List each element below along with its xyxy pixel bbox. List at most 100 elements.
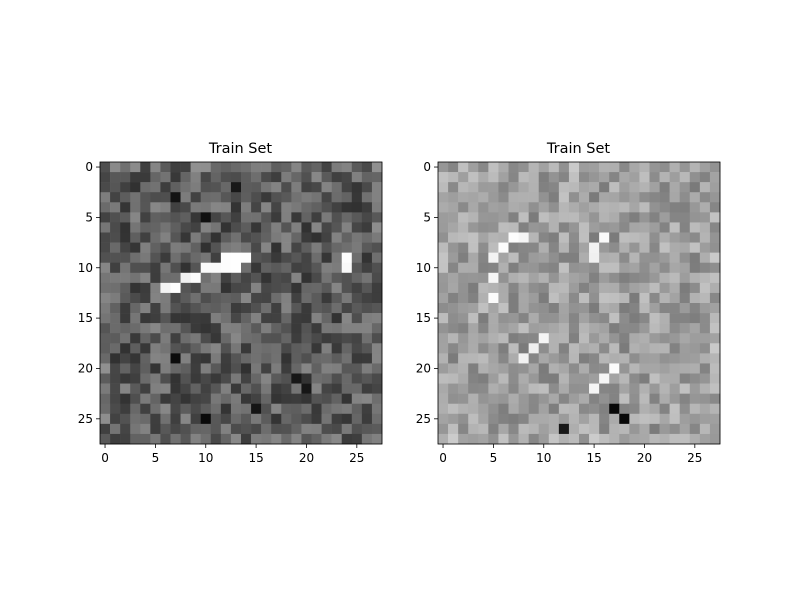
heatmap-cell	[468, 202, 479, 213]
heatmap-cell	[478, 303, 489, 314]
heatmap-cell	[699, 262, 711, 274]
heatmap-cell	[160, 262, 171, 274]
heatmap-cell	[321, 333, 332, 344]
heatmap-cell	[458, 333, 469, 344]
heatmap-cell	[311, 403, 322, 415]
heatmap-cell	[609, 393, 620, 405]
heatmap-cell	[568, 343, 580, 354]
heatmap-cell	[130, 423, 141, 435]
heatmap-cell	[568, 222, 580, 233]
heatmap-cell	[241, 383, 252, 394]
heatmap-cell	[100, 222, 111, 233]
heatmap-cell	[669, 363, 681, 374]
chart-title: Train Set	[208, 141, 273, 157]
heatmap-cell	[120, 222, 131, 233]
heatmap-cell	[619, 192, 630, 203]
heatmap-cell	[261, 252, 272, 264]
heatmap-cell	[301, 403, 312, 415]
heatmap-cell	[140, 363, 151, 374]
heatmap-cell	[468, 393, 479, 405]
heatmap-cell	[548, 383, 560, 394]
heatmap-cell	[120, 272, 131, 284]
heatmap-cell	[568, 323, 580, 334]
heatmap-cell	[468, 222, 479, 233]
heatmap-cell	[170, 212, 181, 223]
heatmap-cell	[488, 162, 499, 173]
heatmap-cell	[371, 433, 383, 445]
heatmap-cell	[629, 393, 640, 405]
heatmap-cell	[518, 373, 529, 384]
heatmap-cell	[361, 303, 373, 314]
heatmap-cell	[130, 303, 141, 314]
heatmap-cell	[140, 433, 151, 445]
heatmap-cell	[140, 222, 151, 233]
heatmap-cell	[709, 393, 721, 405]
heatmap-cell	[140, 182, 151, 193]
heatmap-cell	[478, 393, 489, 405]
heatmap-cell	[689, 272, 701, 284]
heatmap-cell	[448, 272, 459, 284]
heatmap-cell	[548, 222, 560, 233]
heatmap-cell	[120, 212, 131, 223]
heatmap-cell	[200, 403, 212, 415]
heatmap-cell	[679, 162, 691, 173]
heatmap-cell	[709, 232, 721, 243]
heatmap-cell	[538, 212, 550, 223]
heatmap-cell	[251, 433, 262, 445]
heatmap-cell	[639, 282, 650, 294]
heatmap-cell	[361, 403, 373, 415]
heatmap-cell	[321, 373, 332, 384]
heatmap-cell	[448, 303, 459, 314]
heatmap-cell	[180, 172, 191, 183]
heatmap-cell	[281, 162, 292, 173]
heatmap-cell	[669, 232, 681, 243]
heatmap-cell	[619, 292, 630, 304]
heatmap-cell	[271, 162, 282, 173]
heatmap-cell	[589, 323, 600, 334]
heatmap-cell	[331, 353, 343, 364]
heatmap-cell	[528, 433, 540, 445]
heatmap-cell	[281, 333, 292, 344]
heatmap-cell	[498, 222, 509, 233]
heatmap-cell	[210, 433, 222, 445]
heatmap-cell	[120, 343, 131, 354]
heatmap-cell	[170, 192, 181, 203]
heatmap-cell	[311, 212, 322, 223]
heatmap-cell	[100, 292, 111, 304]
heatmap-cell	[140, 413, 151, 425]
heatmap-cell	[579, 242, 590, 253]
heatmap-cell	[251, 393, 262, 405]
heatmap-cell	[629, 272, 640, 284]
heatmap-cell	[170, 373, 181, 384]
heatmap-cell	[478, 423, 489, 435]
heatmap-cell	[261, 413, 272, 425]
heatmap-cell	[498, 373, 509, 384]
heatmap-cell	[639, 252, 650, 264]
heatmap-cell	[538, 242, 550, 253]
heatmap-cell	[488, 423, 499, 435]
heatmap-cell	[190, 182, 202, 193]
heatmap-cell	[160, 393, 171, 405]
heatmap-cell	[271, 423, 282, 435]
heatmap-cell	[351, 192, 363, 203]
heatmap-cell	[609, 292, 620, 304]
heatmap-cell	[341, 413, 353, 425]
heatmap-cell	[468, 353, 479, 364]
heatmap-cell	[458, 232, 469, 243]
heatmap-cell	[599, 323, 610, 334]
heatmap-cell	[251, 212, 262, 223]
heatmap-cell	[599, 282, 610, 294]
heatmap-cell	[609, 333, 620, 344]
x-tick-label: 0	[439, 451, 447, 465]
heatmap-cell	[291, 413, 302, 425]
heatmap-cell	[241, 333, 252, 344]
heatmap-cell	[599, 232, 610, 243]
heatmap-cell	[508, 222, 519, 233]
heatmap-cell	[251, 323, 262, 334]
heatmap-cell	[679, 292, 691, 304]
heatmap-cell	[241, 313, 252, 324]
heatmap-cell	[110, 222, 121, 233]
heatmap-cell	[709, 343, 721, 354]
heatmap-cell	[130, 192, 141, 203]
heatmap-cell	[679, 303, 691, 314]
